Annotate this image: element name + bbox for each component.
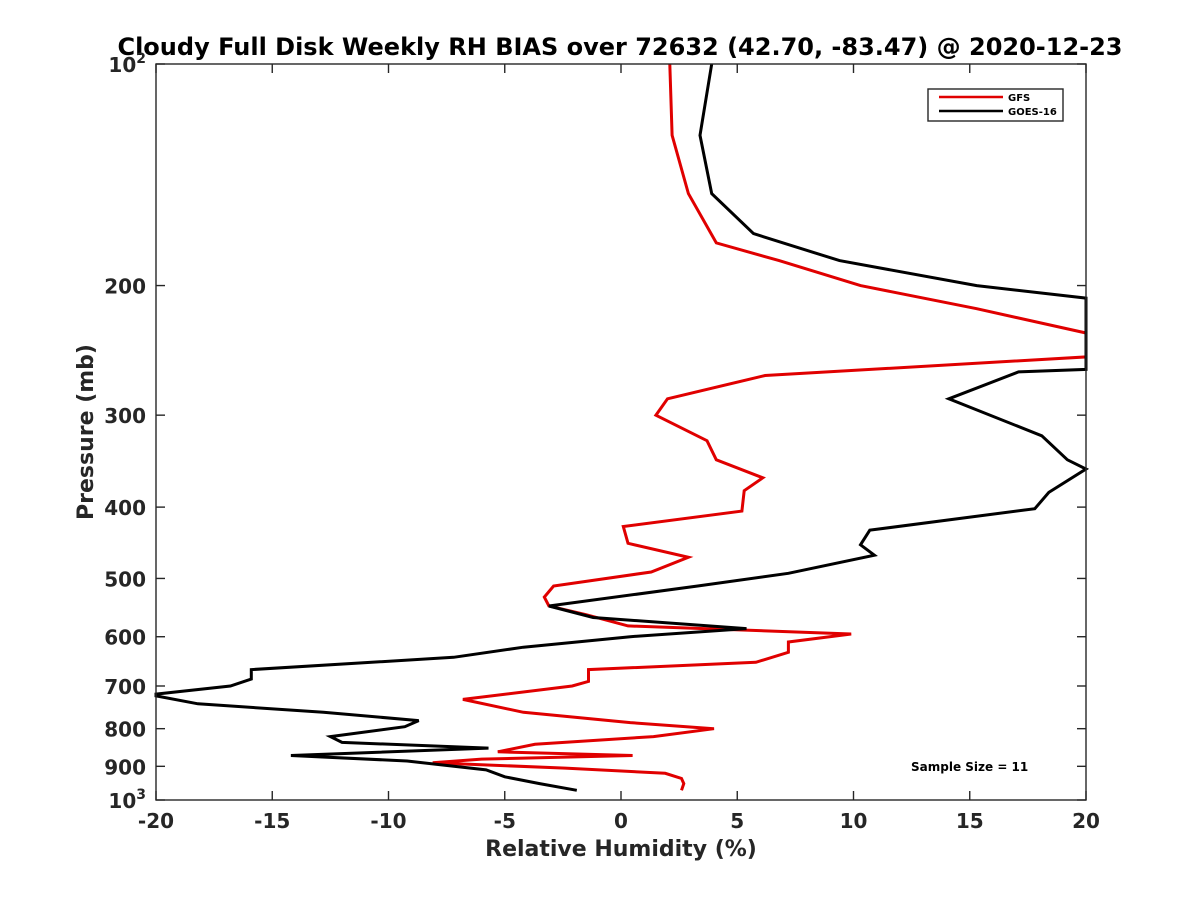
y-axis-label: Pressure (mb): [74, 344, 99, 520]
series-layer: [154, 63, 1090, 792]
y-tick-label: 102: [108, 51, 146, 77]
y-tick-label: 400: [104, 496, 146, 520]
y-tick-label: 900: [104, 755, 146, 779]
x-tick-label: 0: [614, 809, 628, 833]
y-tick-label: 800: [104, 718, 146, 742]
y-tick-label: 300: [104, 404, 146, 428]
x-tick-label: -15: [254, 809, 290, 833]
x-axis-ticks: -20 -15 -10 -5 0 5 10 15 20: [138, 64, 1100, 833]
legend-label-gfs: GFS: [1008, 93, 1030, 104]
legend: GFS GOES-16: [927, 88, 1064, 122]
series-line-goes16: [154, 63, 1090, 792]
legend-label-goes16: GOES-16: [1008, 107, 1057, 118]
plot-area: [154, 63, 1090, 801]
y-tick-label: 103: [108, 787, 146, 813]
chart-title: Cloudy Full Disk Weekly RH BIAS over 726…: [117, 33, 1122, 61]
sample-size-annotation: Sample Size = 11: [911, 760, 1028, 774]
x-tick-label: 15: [956, 809, 984, 833]
series-line-gfs: [432, 63, 1088, 791]
y-axis-ticks: 102 200 300 400 500 600 700 800 900 103: [104, 51, 1086, 813]
legend-box: [927, 88, 1064, 122]
x-tick-label: 5: [730, 809, 744, 833]
x-axis-label: Relative Humidity (%): [485, 837, 757, 862]
x-tick-label: 10: [840, 809, 868, 833]
x-tick-label: -20: [138, 809, 174, 833]
axes-frame: [155, 63, 1087, 801]
y-tick-label: 700: [104, 675, 146, 699]
x-tick-label: 20: [1072, 809, 1100, 833]
x-tick-label: -5: [494, 809, 516, 833]
y-tick-label: 500: [104, 567, 146, 591]
x-tick-label: -10: [370, 809, 406, 833]
y-tick-label: 200: [104, 275, 146, 299]
y-tick-label: 600: [104, 626, 146, 650]
